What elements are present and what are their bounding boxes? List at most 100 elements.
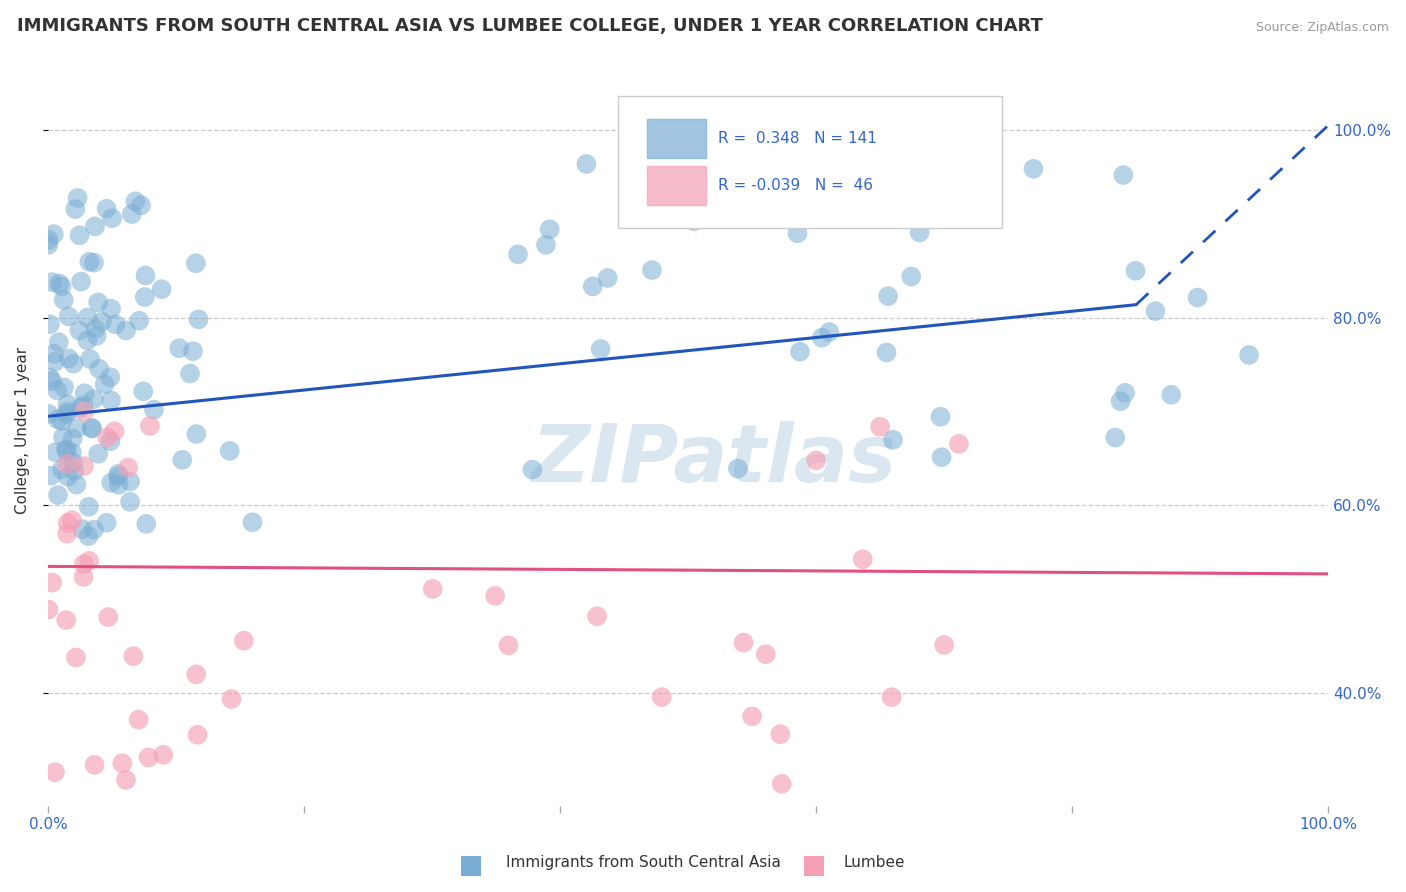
Point <box>44 354 66 368</box>
Point <box>221 692 243 706</box>
Point <box>789 344 811 359</box>
Point <box>58 351 80 366</box>
Point <box>77 529 100 543</box>
Point <box>135 516 157 531</box>
Point <box>1104 430 1126 444</box>
Point <box>179 367 201 381</box>
Point <box>422 582 444 596</box>
Point <box>138 750 160 764</box>
Point <box>134 290 156 304</box>
Point <box>80 421 103 435</box>
Point <box>484 589 506 603</box>
Point <box>882 433 904 447</box>
Point <box>46 412 69 426</box>
Point <box>522 462 544 476</box>
Point <box>107 467 129 481</box>
Point <box>187 728 209 742</box>
Point <box>90 315 112 329</box>
Point <box>929 409 952 424</box>
FancyBboxPatch shape <box>647 166 706 205</box>
Point <box>242 515 264 529</box>
Point <box>48 335 70 350</box>
Point <box>589 342 612 356</box>
Point <box>48 277 70 291</box>
Point <box>83 392 105 407</box>
Point <box>908 226 931 240</box>
Point <box>107 469 129 483</box>
Point <box>38 233 60 247</box>
Point <box>747 190 769 204</box>
Point <box>73 557 96 571</box>
Point <box>51 462 73 476</box>
Point <box>56 469 79 483</box>
Point <box>83 255 105 269</box>
Point <box>727 461 749 475</box>
Point <box>42 347 65 361</box>
Point <box>76 334 98 348</box>
Point <box>852 552 875 566</box>
Point <box>122 649 145 664</box>
Y-axis label: College, Under 1 year: College, Under 1 year <box>15 347 30 514</box>
Point <box>498 638 520 652</box>
Point <box>232 633 254 648</box>
Point <box>53 380 76 394</box>
Point <box>124 194 146 209</box>
Text: R = -0.039   N =  46: R = -0.039 N = 46 <box>717 178 873 194</box>
Point <box>80 421 103 435</box>
Point <box>52 430 75 444</box>
Point <box>100 393 122 408</box>
Point <box>582 279 605 293</box>
Point <box>869 144 891 158</box>
Point <box>1022 161 1045 176</box>
Text: Source: ZipAtlas.com: Source: ZipAtlas.com <box>1256 21 1389 34</box>
Point <box>184 256 207 270</box>
Point <box>56 404 79 418</box>
Point <box>104 318 127 332</box>
Point <box>67 323 90 337</box>
Point <box>506 247 529 261</box>
Point <box>56 457 79 471</box>
Point <box>187 312 209 326</box>
Point <box>150 282 173 296</box>
Point <box>77 554 100 568</box>
Point <box>932 638 955 652</box>
Point <box>733 635 755 649</box>
Point <box>1112 168 1135 182</box>
Point <box>931 450 953 465</box>
Point <box>876 345 898 359</box>
Point <box>55 442 77 457</box>
Point <box>83 758 105 772</box>
Point <box>143 402 166 417</box>
Point <box>100 434 122 449</box>
Point <box>39 371 62 385</box>
Point <box>87 447 110 461</box>
Point <box>877 289 900 303</box>
Point <box>84 322 107 336</box>
Point <box>689 184 711 198</box>
Point <box>60 445 83 459</box>
Point <box>811 331 834 345</box>
Point <box>62 456 84 470</box>
FancyBboxPatch shape <box>647 119 706 158</box>
Point <box>65 477 87 491</box>
Point <box>651 690 673 704</box>
Point <box>169 341 191 355</box>
Point <box>586 609 609 624</box>
Point <box>79 352 101 367</box>
Point <box>70 275 93 289</box>
Point <box>38 407 60 421</box>
Point <box>596 271 619 285</box>
Point <box>948 437 970 451</box>
Point <box>73 404 96 418</box>
Point <box>72 570 94 584</box>
Point <box>44 765 66 780</box>
Point <box>741 709 763 723</box>
Point <box>1125 264 1147 278</box>
Point <box>41 374 63 388</box>
Point <box>834 166 856 180</box>
Point <box>56 516 79 531</box>
Point <box>1187 291 1209 305</box>
Point <box>818 325 841 339</box>
Point <box>534 237 557 252</box>
Point <box>86 329 108 343</box>
